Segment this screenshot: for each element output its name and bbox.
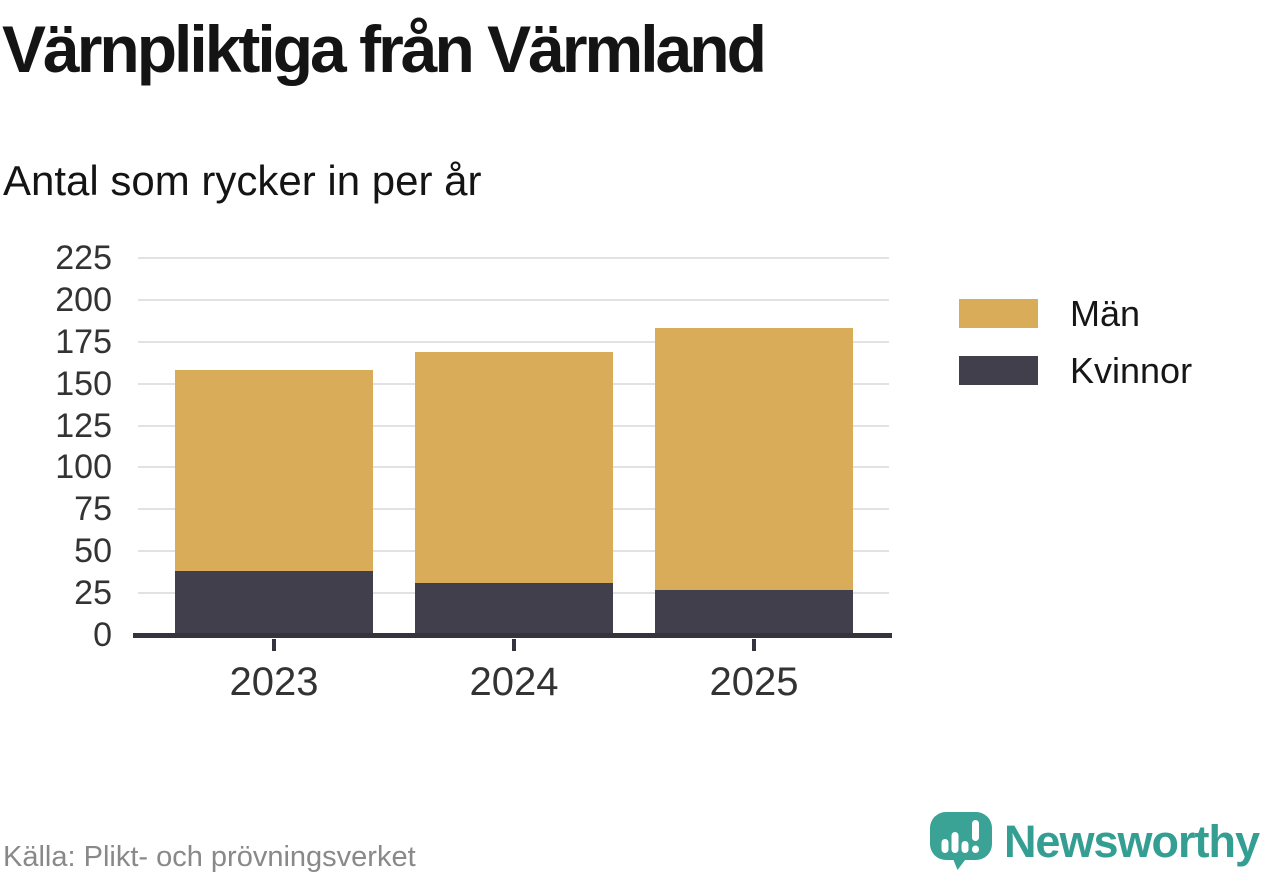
bar-segment-2024-män xyxy=(415,351,613,584)
plot-area xyxy=(133,257,892,651)
legend-swatch-män xyxy=(959,299,1038,328)
bar-segment-2025-män xyxy=(655,328,853,590)
y-tick-label-75: 75 xyxy=(74,490,112,529)
source-note: Källa: Plikt- och prövningsverket xyxy=(3,841,416,873)
x-axis-line xyxy=(133,633,892,638)
x-tick-2023 xyxy=(272,639,276,651)
legend-swatch-kvinnor xyxy=(959,356,1038,385)
legend-label-kvinnor: Kvinnor xyxy=(1070,349,1193,391)
newsworthy-logo: Newsworthy xyxy=(929,811,1260,871)
x-tick-2024 xyxy=(512,639,516,651)
bar-segment-2024-kvinnor xyxy=(415,583,613,635)
gridline-200 xyxy=(138,298,889,301)
chart-title: Värnpliktiga från Värmland xyxy=(2,12,767,86)
y-axis-labels: 0 25 50 75 100 125 150 175 200 225 xyxy=(0,239,112,654)
legend: Män Kvinnor xyxy=(959,295,1192,413)
y-tick-label-150: 150 xyxy=(55,364,112,403)
gridline-225 xyxy=(138,257,889,259)
gridline-175 xyxy=(138,340,889,343)
x-tick-label-2023: 2023 xyxy=(229,660,319,704)
newsworthy-bubble-chart-icon xyxy=(929,812,992,870)
y-tick-label-25: 25 xyxy=(74,574,112,613)
legend-item-kvinnor: Kvinnor xyxy=(959,352,1192,388)
y-tick-label-175: 175 xyxy=(55,322,112,361)
y-tick-label-125: 125 xyxy=(55,406,112,445)
bar-segment-2023-kvinnor xyxy=(175,571,373,635)
y-tick-label-225: 225 xyxy=(55,239,112,277)
y-tick-label-100: 100 xyxy=(55,448,112,487)
bar-segment-2025-kvinnor xyxy=(655,589,853,635)
x-tick-label-2025: 2025 xyxy=(709,660,799,704)
y-tick-label-0: 0 xyxy=(93,616,112,654)
legend-label-män: Män xyxy=(1070,292,1141,334)
legend-item-män: Män xyxy=(959,295,1192,331)
x-tick-label-2024: 2024 xyxy=(469,660,559,704)
x-tick-2025 xyxy=(752,639,756,651)
brand-name: Newsworthy xyxy=(1003,815,1260,867)
y-tick-label-50: 50 xyxy=(74,532,112,571)
bar-segment-2023-män xyxy=(175,370,373,572)
chart-subtitle: Antal som rycker in per år xyxy=(3,157,482,204)
y-tick-label-200: 200 xyxy=(55,280,112,319)
